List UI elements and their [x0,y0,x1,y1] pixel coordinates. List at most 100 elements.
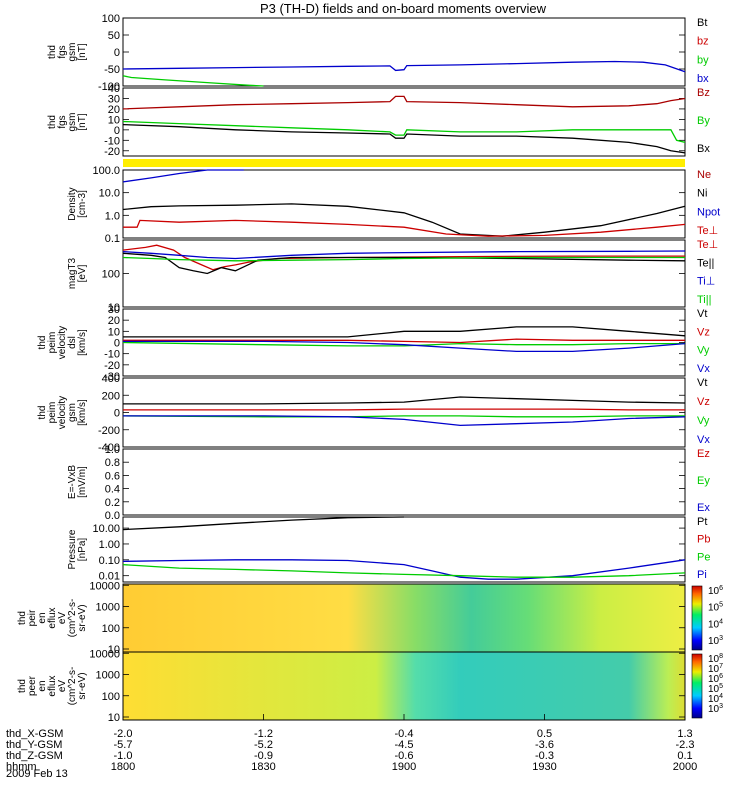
y-tick-label: 0 [114,47,120,59]
x-axis-value: 1830 [251,761,275,773]
series-line-Vt [123,326,686,338]
y-tick-label: 0.01 [99,571,120,583]
y-axis-label: [nT] [77,43,88,60]
y-axis-label: peim [47,332,58,354]
y-axis-label: eV [57,680,68,693]
y-axis-label: thd [17,611,28,625]
y-axis-label: eV [57,612,68,625]
y-tick-label: 30 [108,304,120,316]
legend-entry: Pi [697,569,707,581]
y-axis-label: eflux [47,675,58,696]
y-tick-label: 1.0 [105,444,120,456]
legend-entry: Vz [697,396,710,408]
legend-entry: Pe [697,551,710,563]
x-axis-value: 1800 [111,761,135,773]
y-axis-label: [km/s] [77,399,88,426]
panel-density: 100.0 10.0 1.0 0.1 Density [cm-3] Ne Ni Npot Te⊥ [67,165,720,245]
colorbar-tick-label: 103 [708,703,723,715]
y-tick-label: 100 [102,13,120,25]
y-tick-label: 0.6 [105,470,120,482]
panel-peir_spectrogram: 106 105 104 103 10000 1000 100 10 thd peir en eflux… [17,580,723,656]
legend-entry: Te⊥ [697,239,718,251]
series-line-Ti⊥ [122,250,686,260]
y-tick-label: 0.8 [105,457,120,469]
colorbar-peir_spectrogram [691,585,703,651]
series-line-Vz [123,408,685,411]
x-axis-value: -1.2 [254,728,273,740]
y-axis-label: en [37,680,48,691]
y-axis-label: [km/s] [77,329,88,356]
y-tick-label: -400 [98,442,120,454]
y-tick-label: 1000 [96,670,120,682]
y-axis-label: (cm^2-s- [67,667,78,706]
series-line-By [122,120,686,144]
y-tick-label: 10.0 [99,188,120,200]
legend-entry: Te⊥ [697,225,718,237]
series-line-Pt [122,516,405,531]
y-axis-label: E=-VxB [67,465,78,500]
y-axis-label: thd [47,115,58,129]
y-tick-label: 1000 [96,602,120,614]
legend-entry: bz [697,36,709,48]
y-axis-label: Density [67,187,78,220]
colorbar-tick-label: 106 [708,585,723,597]
y-axis-label: en [37,612,48,623]
y-axis-label: thd [47,45,58,59]
y-tick-label: 30 [108,93,120,105]
y-axis-label: thd [17,679,28,693]
legend-entry: Ti|| [697,294,711,306]
y-tick-label: 0.10 [99,555,120,567]
y-tick-label: 20 [108,104,120,116]
legend-entry: Ex [697,502,710,514]
panel-fgs_gse: 100 50 0 -50 -100 thd fgs gsm [nT] Bt bz by bx [47,13,709,93]
x-axis-value: 1.3 [677,728,692,740]
y-tick-label: 40 [108,83,120,95]
x-axis-value: -5.7 [114,739,133,751]
legend-entry: Vt [697,308,707,320]
y-axis-label: [mV/m] [77,466,88,498]
y-tick-label: 10 [108,326,120,338]
y-axis-label: dsl [67,336,78,349]
x-axis-value: 2000 [673,761,697,773]
x-axis-value: 0.1 [677,750,692,762]
panel-frame [122,308,686,377]
y-axis-label: fgs [57,115,68,128]
y-axis-label: peir [27,609,38,626]
panel-frame [122,87,686,157]
series-line-Vy [122,341,685,347]
series-line-Te⊥ [122,244,685,271]
legend-entry: Npot [697,206,720,218]
panel-efield: 1.00.80.6 0.40.20.0 E=-VxB [mV/m] Ez Ey Ex [67,444,710,522]
series-line-Ne [123,219,686,237]
y-tick-label: 10 [108,114,120,126]
y-tick-label: 0 [114,125,120,137]
y-tick-label: 20 [108,315,120,327]
x-axis-value: -0.6 [395,750,414,762]
series-line-Vx [123,415,686,427]
panel-frame [122,169,686,239]
y-tick-label: 10000 [89,648,120,660]
series-line-Pi [122,559,686,580]
y-axis-label: [cm-3] [77,190,88,218]
legend-entry: Vz [697,326,710,338]
y-tick-label: 100 [102,269,120,281]
y-tick-label: 0 [114,338,120,350]
series-line-Vz [123,338,685,344]
series-line-Pe [122,563,686,578]
y-axis-label: thd [37,336,48,350]
x-axis-value: -3.6 [535,739,554,751]
y-axis-label: thd [37,406,48,420]
y-axis-label: eflux [47,607,58,628]
x-axis-value: -0.3 [535,750,554,762]
panel-pressure: 10.00 1.00 0.10 0.01 Pressure [nPa] Pt Pb Pe Pi [67,516,710,583]
y-tick-label: 1.0 [105,210,120,222]
x-axis-value: -1.0 [114,750,133,762]
series-line-Bz [122,95,686,110]
y-axis-label: [nT] [77,113,88,130]
y-axis-label: gsm [67,113,78,132]
y-tick-label: 0.0 [105,510,120,522]
y-tick-label: -20 [104,360,120,372]
x-axis-value: -0.4 [395,728,414,740]
